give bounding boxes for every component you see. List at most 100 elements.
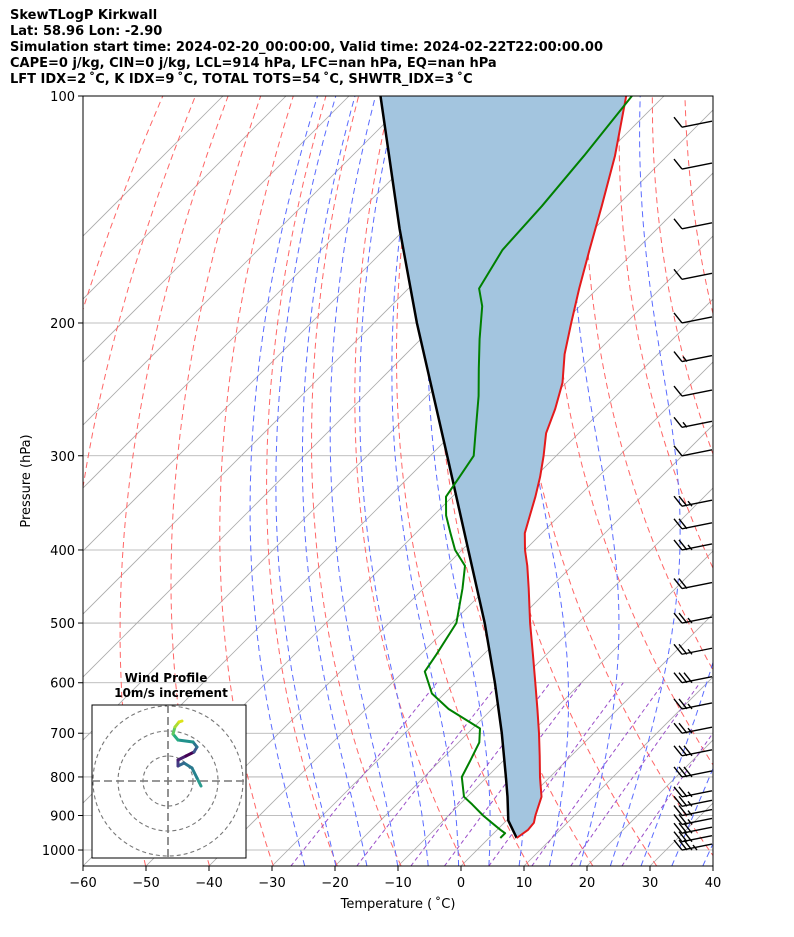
dry-adiabat-line — [618, 96, 713, 570]
wind-barb-flag — [678, 766, 688, 778]
hodograph-trace — [190, 766, 199, 780]
isotherm-line — [83, 96, 413, 426]
wind-barb-flag — [673, 766, 683, 778]
isotherm-line — [83, 109, 713, 741]
wind-barb-half — [687, 819, 693, 825]
chart-title: SkewTLogP Kirkwall — [10, 8, 158, 23]
dry-adiabat-line — [783, 96, 794, 866]
wind-barb-flag — [678, 495, 688, 507]
isotherm-line — [83, 96, 224, 237]
x-tick-label: −40 — [195, 876, 222, 891]
wind-barb — [673, 539, 713, 551]
dry-adiabat-line — [750, 96, 794, 866]
x-tick-label: 20 — [579, 876, 596, 891]
wind-barb-flag — [673, 805, 683, 816]
wind-barb-flag — [673, 643, 683, 655]
wind-barb — [673, 416, 713, 428]
x-tick-label: 40 — [705, 876, 722, 891]
wind-barb-flag — [673, 831, 683, 843]
mixing-ratio-line — [570, 682, 701, 866]
y-tick-label: 500 — [50, 617, 75, 632]
wind-barb-flag — [678, 831, 688, 843]
wind-barb-flag — [678, 722, 688, 734]
wind-barb-half — [692, 844, 698, 851]
wind-barb-flag — [673, 312, 683, 324]
isotherm-line — [334, 487, 713, 866]
indices-line-1: CAPE=0 j/kg, CIN=0 j/kg, LCL=914 hPa, LF… — [10, 56, 497, 71]
wind-barb-flag — [673, 218, 683, 230]
isotherm-line — [460, 613, 713, 866]
location-line: Lat: 58.96 Lon: -2.90 — [10, 24, 163, 39]
wind-barb — [673, 268, 713, 280]
x-axis-label: Temperature ( ˚C) — [340, 896, 456, 912]
hodograph-trace — [176, 738, 195, 744]
wind-barb-staff — [681, 389, 713, 397]
dry-adiabat-line — [311, 96, 402, 866]
times-line: Simulation start time: 2024-02-20_00:00:… — [10, 40, 603, 55]
y-tick-label: 800 — [50, 771, 75, 786]
wind-barb-flag — [673, 698, 683, 710]
moist-adiabat-line — [329, 96, 399, 866]
x-tick-label: −60 — [69, 876, 96, 891]
parcel-shading — [380, 96, 627, 838]
wind-barb-half — [687, 617, 693, 624]
wind-barb-flag — [673, 416, 683, 428]
wind-barb-half — [687, 791, 693, 798]
wind-barb-half — [687, 800, 693, 807]
hodograph-trace — [177, 719, 184, 724]
wind-barb-flag — [678, 518, 688, 530]
mixing-ratio-line — [410, 682, 551, 866]
wind-barb-flag — [683, 745, 693, 757]
wind-barb-flag — [673, 351, 683, 362]
wind-barb — [673, 766, 713, 778]
wind-barb-flag — [673, 445, 683, 457]
wind-barb-staff — [681, 449, 713, 457]
dry-adiabat-line — [436, 96, 594, 866]
isotherm-line — [712, 865, 713, 866]
wind-barb — [673, 814, 713, 826]
wind-barb — [673, 672, 713, 684]
wind-barb-half — [687, 703, 693, 710]
wind-barb-flag — [683, 831, 693, 843]
isotherm-line — [83, 96, 287, 300]
hodograph-title: Wind Profile — [125, 671, 208, 685]
isotherm-line — [586, 739, 713, 866]
moist-adiabat-line — [640, 660, 713, 866]
wind-barb — [673, 385, 713, 397]
wind-barb — [673, 795, 713, 807]
wind-barbs — [673, 116, 713, 851]
y-tick-label: 600 — [50, 677, 75, 692]
wind-barb-flag — [673, 672, 683, 684]
wind-barb — [673, 643, 713, 655]
wind-barb-flag — [678, 814, 688, 825]
parcel-profile-line — [379, 96, 518, 839]
wind-barb-flag — [673, 578, 683, 589]
wind-barb-flag — [678, 643, 688, 655]
wind-barb-flag — [673, 116, 683, 128]
y-tick-label: 900 — [50, 810, 75, 825]
wind-barb-flag — [678, 539, 688, 551]
wind-barb-half — [687, 727, 693, 734]
y-axis-label: Pressure (hPa) — [19, 434, 34, 527]
wind-barb — [673, 745, 713, 757]
dry-adiabat-line — [584, 96, 713, 671]
x-tick-label: −50 — [132, 876, 159, 891]
moist-adiabat-line — [301, 96, 368, 866]
wind-barb-flag — [683, 672, 693, 684]
profile-lines — [379, 96, 633, 839]
wind-barb-half — [687, 648, 693, 655]
wind-barb — [673, 518, 713, 530]
isotherm-line — [271, 424, 713, 866]
wind-barb — [673, 445, 713, 457]
isotherm-line — [83, 96, 476, 489]
moist-adiabat-line — [671, 767, 713, 866]
wind-barb — [673, 218, 713, 230]
axes: −60 −50 −40 −30 −20 −10 0 10 20 30 40 100 200 300 400 5… — [42, 90, 721, 891]
wind-barb — [673, 612, 713, 624]
chart-header: SkewTLogP Kirkwall Lat: 58.96 Lon: -2.90… — [10, 8, 603, 88]
temperature-line — [516, 96, 628, 839]
wind-barb-staff — [681, 222, 713, 230]
wind-barb — [673, 158, 713, 170]
mixing-ratio-line — [621, 732, 713, 866]
